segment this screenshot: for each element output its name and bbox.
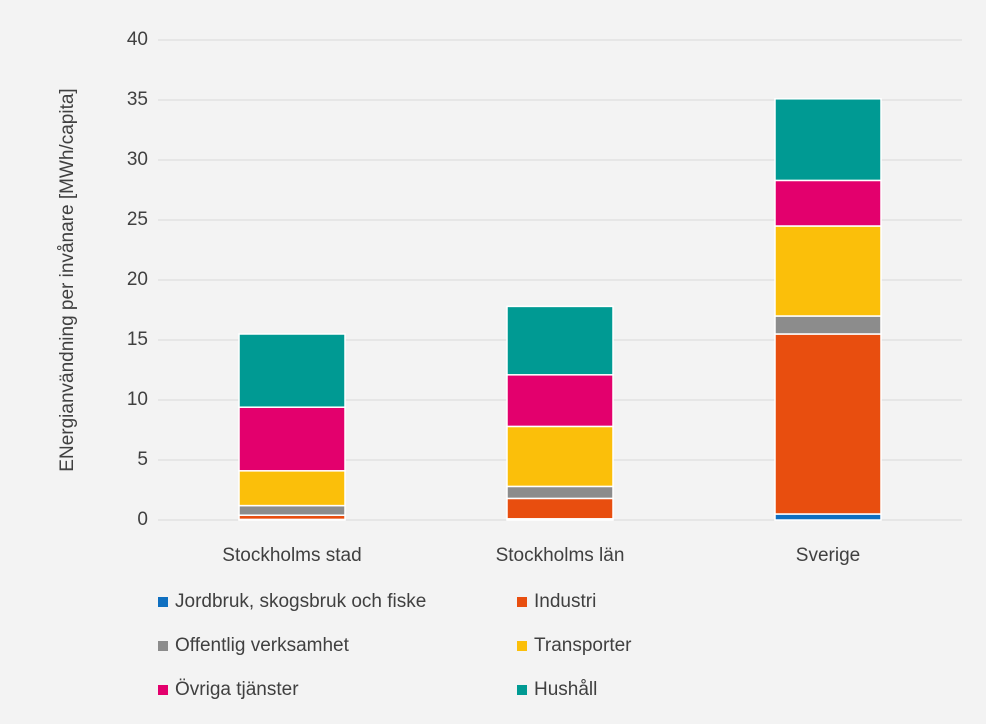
bar-segment [774, 315, 882, 335]
legend-label: Hushåll [534, 679, 597, 700]
legend-swatch [158, 597, 168, 607]
legend-label: Övriga tjänster [175, 679, 299, 700]
x-tick-label: Stockholms stad [222, 545, 361, 566]
bar-segment [238, 406, 346, 472]
bar-segment [506, 425, 614, 488]
legend-swatch [517, 641, 527, 651]
bar-segment [774, 98, 882, 182]
legend-label: Industri [534, 591, 596, 612]
legend-label: Offentlig verksamhet [175, 635, 350, 656]
bar-segment [506, 305, 614, 376]
y-tick-label: 15 [127, 329, 148, 350]
bar-segment [238, 333, 346, 408]
x-tick-label: Stockholms län [496, 545, 625, 566]
x-tick-label: Sverige [796, 545, 860, 566]
legend-swatch [158, 641, 168, 651]
legend-label: Jordbruk, skogsbruk och fiske [175, 591, 426, 612]
y-axis-label: ENergianvändning per invånare [MWh/capit… [57, 88, 78, 471]
y-tick-label: 25 [127, 209, 148, 230]
y-tick-label: 10 [127, 389, 148, 410]
bar-segment [506, 497, 614, 520]
y-tick-label: 40 [127, 29, 148, 50]
bar-segment [506, 485, 614, 500]
y-tick-label: 0 [137, 509, 148, 530]
bar-segment [506, 374, 614, 428]
y-tick-label: 30 [127, 149, 148, 170]
y-tick-label: 5 [137, 449, 148, 470]
bar-segment [774, 179, 882, 227]
y-tick-label: 20 [127, 269, 148, 290]
legend-swatch [517, 597, 527, 607]
bar-segment [238, 470, 346, 507]
bar-segment [774, 513, 882, 521]
bar-segment [774, 333, 882, 515]
bar-segment [774, 225, 882, 317]
legend-swatch [158, 685, 168, 695]
legend-label: Transporter [534, 635, 632, 656]
bar-segment [238, 504, 346, 516]
legend-swatch [517, 685, 527, 695]
y-tick-label: 35 [127, 89, 148, 110]
